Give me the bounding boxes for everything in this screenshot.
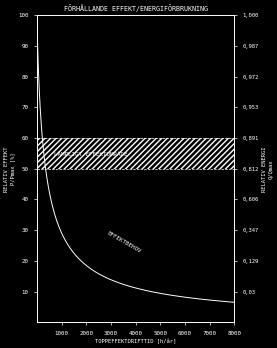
Title: FÖRHÅLLANDE EFFEKT/ENERGIFÖRBRUKNING: FÖRHÅLLANDE EFFEKT/ENERGIFÖRBRUKNING [64, 4, 208, 12]
Text: EFFEKTBEHOV: EFFEKTBEHOV [106, 231, 142, 254]
Bar [37, 138, 234, 169]
Y-axis label: RELATIV ENERGI
Q/Qmax: RELATIV ENERGI Q/Qmax [262, 146, 273, 191]
Y-axis label: RELATIV EFFEKT
P/Pmax [%]: RELATIV EFFEKT P/Pmax [%] [4, 146, 15, 191]
X-axis label: TOPPEFFEKTDRIFTTID [h/år]: TOPPEFFEKTDRIFTTID [h/år] [95, 339, 176, 344]
Text: LÄMPLIGT EFFEKTOMRÅDE: LÄMPLIGT EFFEKTOMRÅDE [54, 152, 128, 157]
